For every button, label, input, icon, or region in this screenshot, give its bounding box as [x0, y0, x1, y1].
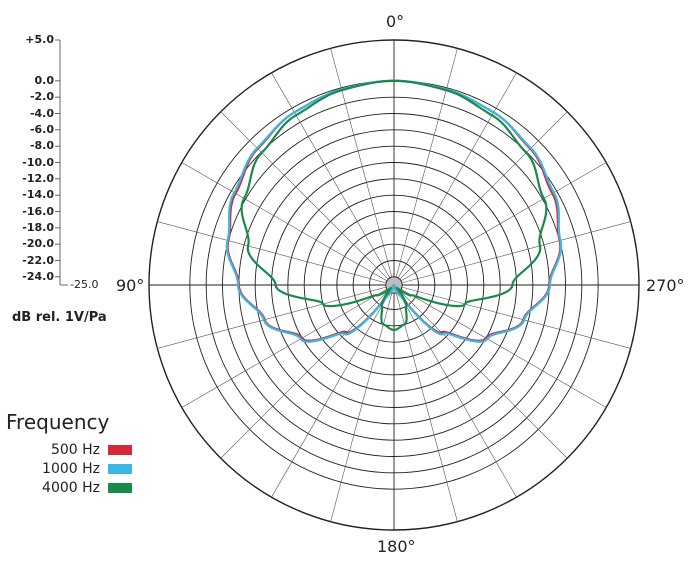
scale-label: -8.0 — [29, 139, 54, 153]
grid-spoke — [399, 290, 568, 459]
grid-spoke — [157, 221, 387, 284]
legend-item-1000hz: 1000 Hz — [6, 459, 132, 478]
legend-swatch — [108, 444, 132, 455]
scale-label: -2.0 — [29, 90, 54, 104]
angle-label-0: 0° — [386, 12, 405, 31]
legend-item-4000hz: 4000 Hz — [6, 478, 132, 497]
legend-title: Frequency — [6, 410, 110, 434]
scale-axis — [55, 39, 68, 286]
grid-spoke — [401, 286, 631, 349]
scale-label: -10.0 — [22, 155, 54, 169]
legend-swatch — [108, 463, 132, 474]
grid-spoke — [271, 291, 391, 498]
angle-label-90: 90° — [116, 276, 145, 295]
legend-swatch — [108, 482, 132, 493]
unit-label: dB rel. 1V/Pa — [12, 310, 107, 325]
legend-item-500hz: 500 Hz — [6, 440, 132, 459]
grid-spoke — [395, 48, 458, 278]
grid-spoke — [395, 292, 458, 522]
angle-label-270: 270° — [646, 276, 685, 295]
scale-label-bottom: -25.0 — [70, 278, 99, 291]
grid-spoke — [220, 111, 389, 280]
grid-spoke — [181, 162, 388, 282]
scale-label: -20.0 — [22, 237, 54, 251]
grid-spoke — [157, 286, 387, 349]
scale-label: -22.0 — [22, 253, 54, 267]
series-curve-1000hz — [225, 79, 563, 343]
scale-label-top: +5.0 — [25, 33, 54, 46]
scale-label: -12.0 — [22, 171, 54, 185]
scale-label: -16.0 — [22, 204, 54, 218]
scale-label: -4.0 — [29, 106, 54, 120]
scale-label: 0.0 — [34, 73, 55, 87]
grid-spoke — [397, 291, 517, 498]
polar-grid — [148, 39, 640, 531]
scale-label: -18.0 — [22, 220, 54, 234]
angle-label-180: 180° — [377, 537, 416, 556]
grid-spoke — [271, 72, 391, 279]
grid-spoke — [330, 292, 393, 522]
series-curve-4000hz — [240, 79, 548, 332]
legend-label: 1000 Hz — [42, 460, 100, 477]
grid-spoke — [399, 111, 568, 280]
grid-spoke — [397, 72, 517, 279]
scale-label: -14.0 — [22, 188, 54, 202]
legend-label: 500 Hz — [50, 441, 100, 458]
grid-spoke — [401, 221, 631, 284]
scale-label: -6.0 — [29, 122, 54, 136]
grid-spoke — [400, 162, 607, 282]
grid-spoke — [181, 288, 388, 408]
legend: Frequency 500 Hz 1000 Hz 4000 Hz — [6, 410, 132, 497]
legend-label: 4000 Hz — [42, 479, 100, 496]
grid-spoke — [330, 48, 393, 278]
scale-label: -24.0 — [22, 269, 54, 283]
grid-spoke — [220, 290, 389, 459]
polar-curves — [225, 79, 563, 343]
grid-spoke — [400, 288, 607, 408]
